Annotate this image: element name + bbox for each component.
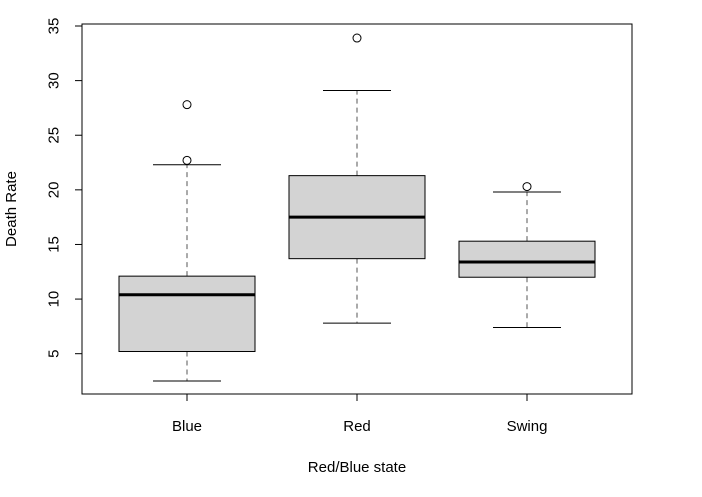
x-tick-label: Swing bbox=[507, 418, 548, 435]
y-axis-title: Death Rate bbox=[3, 171, 20, 247]
outlier-point bbox=[182, 155, 192, 165]
y-tick-label: 25 bbox=[46, 127, 63, 144]
y-axis: 5 10 15 20 25 30 35 bbox=[46, 18, 83, 358]
outlier-point bbox=[352, 33, 362, 43]
y-tick-label: 35 bbox=[46, 18, 63, 35]
box-red bbox=[288, 33, 426, 324]
outlier-point bbox=[182, 100, 192, 110]
boxes-layer bbox=[118, 33, 596, 382]
y-tick-label: 30 bbox=[46, 72, 63, 89]
x-tick-label: Red bbox=[343, 418, 371, 435]
box-blue bbox=[118, 100, 256, 382]
box-iqr bbox=[458, 240, 596, 278]
x-tick-label: Blue bbox=[172, 418, 202, 435]
x-axis-title: Red/Blue state bbox=[308, 459, 406, 476]
y-tick-label: 20 bbox=[46, 182, 63, 199]
y-tick-label: 15 bbox=[46, 236, 63, 253]
y-tick-label: 5 bbox=[46, 350, 63, 358]
x-axis: Blue Red Swing bbox=[172, 394, 547, 435]
box-iqr bbox=[118, 275, 256, 353]
box-swing bbox=[458, 182, 596, 328]
y-tick-label: 10 bbox=[46, 291, 63, 308]
outlier-point bbox=[522, 182, 532, 192]
